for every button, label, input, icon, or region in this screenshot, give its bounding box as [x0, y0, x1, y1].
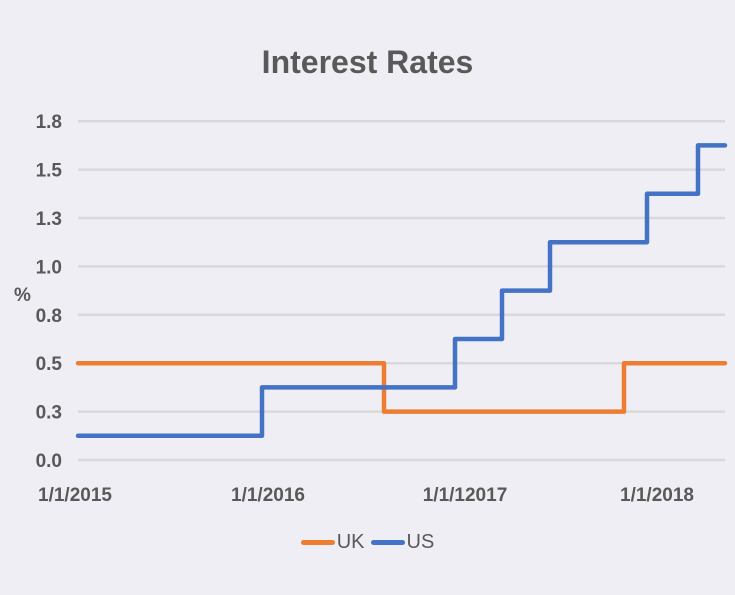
series-line-uk [75, 360, 728, 414]
series-line-us [75, 143, 728, 439]
legend: UK US [0, 531, 735, 554]
y-tick-label: 1.8 [36, 112, 62, 133]
legend-item-us: US [370, 531, 435, 554]
y-tick-label: 0.3 [36, 403, 62, 424]
y-tick-label: 0.8 [36, 306, 62, 327]
y-tick-label: 1.3 [36, 209, 62, 230]
legend-swatch-uk [300, 540, 335, 545]
legend-label-uk: UK [336, 531, 365, 553]
y-tick-label: 0.0 [36, 451, 62, 472]
chart-title: Interest Rates [261, 44, 474, 80]
x-tick-label: 1/1/2015 [38, 485, 112, 506]
y-axis-label: % [14, 285, 31, 306]
x-tick-label: 1/1/2018 [620, 485, 694, 506]
y-tick-label: 0.5 [36, 354, 63, 375]
y-tick-label: 1.0 [36, 257, 62, 278]
legend-label-us: US [406, 531, 435, 553]
legend-swatch-us [370, 540, 405, 545]
y-tick-label: 1.5 [36, 161, 63, 182]
x-tick-label: 1/1/2016 [231, 485, 305, 506]
x-tick-label: 1/1/12017 [423, 485, 508, 506]
legend-item-uk: UK [300, 531, 365, 554]
